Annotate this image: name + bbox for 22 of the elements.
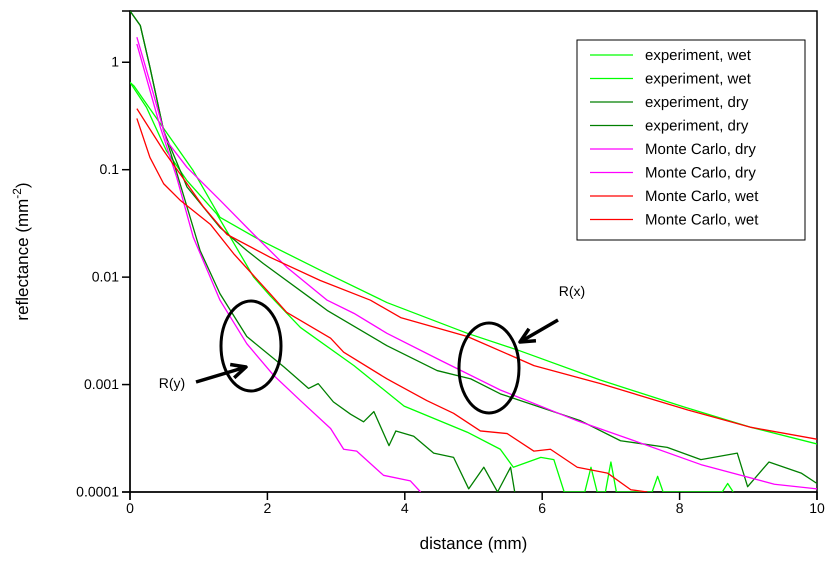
x-axis-title: distance (mm) bbox=[420, 534, 528, 553]
legend-label: experiment, wet bbox=[645, 47, 752, 64]
legend-label: experiment, dry bbox=[645, 94, 749, 111]
y-tick-label: 1 bbox=[111, 54, 120, 70]
legend-label: experiment, dry bbox=[645, 118, 749, 134]
legend-label: Monte Carlo, wet bbox=[645, 188, 760, 205]
x-tick-label: 2 bbox=[264, 500, 272, 516]
x-tick-label: 6 bbox=[538, 500, 546, 516]
annotation: R(x) bbox=[558, 283, 586, 299]
legend-label: experiment, wet bbox=[645, 70, 752, 88]
x-tick-label: 10 bbox=[809, 500, 825, 516]
annotation: R(y) bbox=[158, 375, 186, 391]
legend-label: Monte Carlo, dry bbox=[645, 141, 756, 158]
x-tick-label: 4 bbox=[400, 500, 409, 516]
y-tick-label: 0.001 bbox=[84, 376, 120, 392]
legend-label: Monte Carlo, dry bbox=[645, 164, 756, 182]
y-tick-label: 0.0001 bbox=[76, 483, 120, 500]
y-tick-label: 0.1 bbox=[100, 161, 120, 178]
legend-label: Monte Carlo, wet bbox=[645, 212, 760, 228]
x-tick-label: 8 bbox=[676, 500, 684, 516]
x-tick-label: 0 bbox=[126, 500, 134, 516]
y-tick-label: 0.01 bbox=[92, 268, 120, 285]
